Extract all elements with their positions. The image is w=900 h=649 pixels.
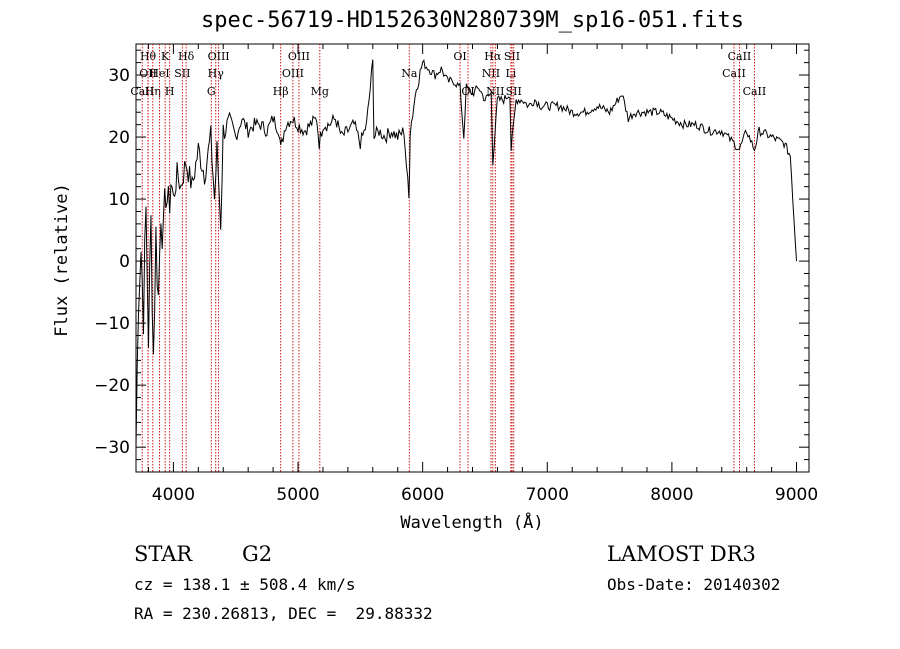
spectral-line-label: OIII [288,50,310,63]
spectral-line-label: H [165,85,175,98]
spectral-line-label: SII [174,67,190,80]
spectral-line-label: HeI [149,67,169,80]
x-tick-label: 8000 [650,485,693,505]
y-tick-label: 10 [108,190,130,210]
spectral-line-label: K [161,50,170,63]
x-tick-label: 9000 [775,485,818,505]
spectral-line-label: Hβ [273,85,289,98]
survey-name: LAMOST DR3 [607,542,756,566]
y-tick-label: 30 [108,66,130,86]
y-tick-label: −30 [94,438,130,458]
spectral-line-label: OI [461,85,474,98]
y-tick-label: −20 [94,376,130,396]
y-axis-label: Flux (relative) [52,183,72,337]
spectral-line-label: OIII [208,50,230,63]
spectral-line-label: Li [505,67,516,80]
spectral-line-label: CaII [743,85,767,98]
spectral-line-label: CaII [722,67,746,80]
spectral-line-label: SII [504,50,520,63]
spectral-line-label: CaII [130,85,154,98]
y-tick-label: 20 [108,128,130,148]
spectral-line-label: Hδ [178,50,195,63]
spectral-line-label: Na [401,67,418,80]
spectral-line-label: SII [506,85,522,98]
x-tick-label: 4000 [152,485,195,505]
x-axis-label: Wavelength (Å) [400,511,543,533]
x-tick-label: 6000 [401,485,444,505]
object-class: STAR [134,542,193,566]
coordinates-text: RA = 230.26813, DEC = 29.88332 [134,604,433,623]
spectral-line-label: OI [453,50,466,63]
spectral-line-label: Hγ [208,67,225,80]
x-tick-label: 7000 [526,485,569,505]
obs-date: Obs-Date: 20140302 [607,575,781,594]
spectral-line-label: NII [482,67,500,80]
spectral-line-label: CaII [728,50,752,63]
y-tick-label: 0 [119,252,130,272]
redshift-text: cz = 138.1 ± 508.4 km/s [134,575,356,594]
spectral-line-label: Hα [484,50,502,63]
spectral-line-label: G [207,85,216,98]
spectral-line-label: NII [486,85,504,98]
y-tick-label: −10 [94,314,130,334]
spectral-line-label: OIII [282,67,304,80]
spectral-line-label: Hη [145,85,161,98]
chart-title: spec-56719-HD152630N280739M_sp16-051.fit… [200,8,745,33]
flux-line [135,59,797,448]
x-tick-label: 5000 [276,485,319,505]
object-subclass: G2 [242,542,273,566]
spectral-line-label: OII [139,67,157,80]
plot-frame [135,43,810,473]
spectral-line-label: Mg [311,85,329,98]
